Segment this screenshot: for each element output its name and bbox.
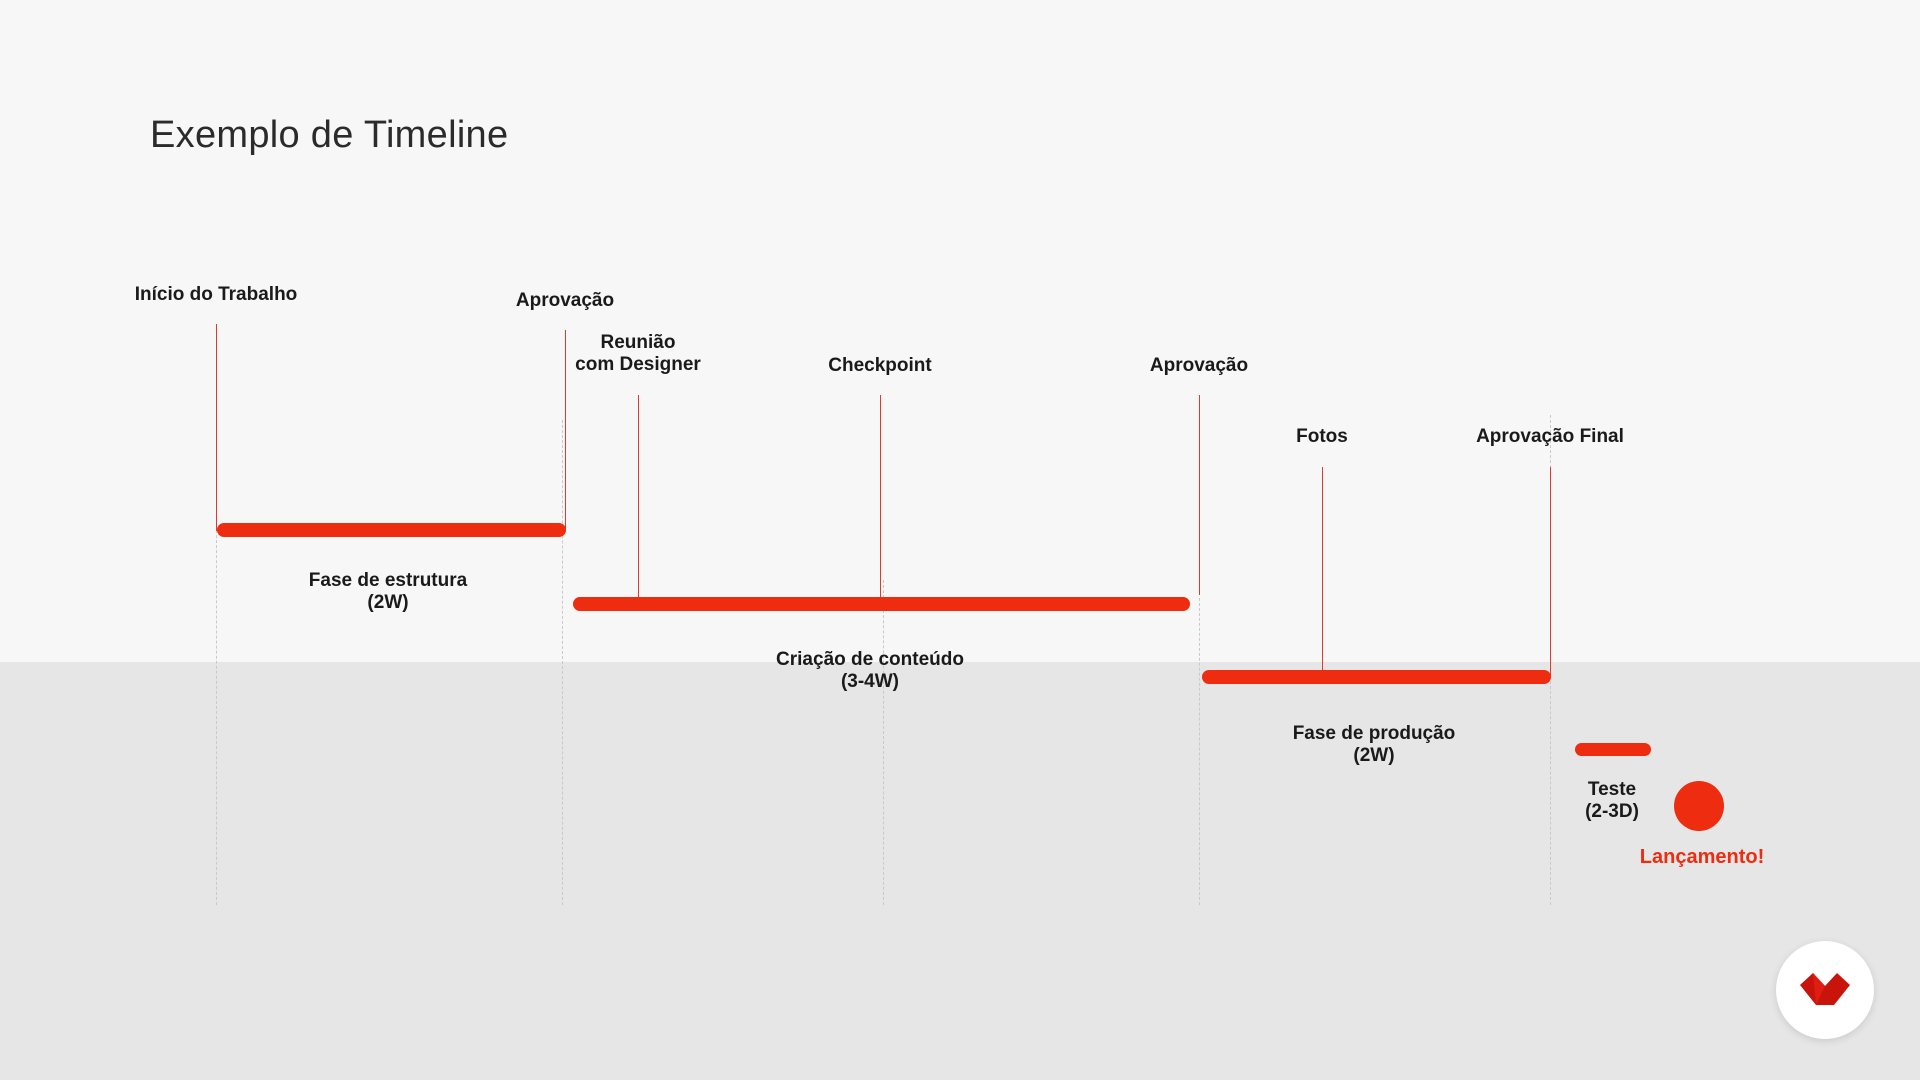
- milestone-label-fotos: Fotos: [1296, 426, 1348, 447]
- phase-label-teste: Teste (2-3D): [1585, 779, 1639, 822]
- milestone-marker-aprovacao-final: [1550, 467, 1551, 676]
- milestone-marker-reuniao: [638, 395, 639, 602]
- phase-label-estrutura: Fase de estrutura (2W): [308, 570, 468, 613]
- milestone-marker-fotos: [1322, 467, 1323, 676]
- phase-bar-estrutura: [217, 523, 566, 537]
- milestone-marker-inicio: [216, 324, 217, 531]
- milestone-label-inicio: Início do Trabalho: [134, 284, 298, 305]
- phase-bar-producao: [1202, 670, 1551, 684]
- guide-line: [216, 520, 217, 905]
- phase-bar-teste: [1575, 743, 1651, 756]
- brand-logo-icon: [1800, 973, 1850, 1005]
- phase-label-producao: Fase de produção (2W): [1292, 723, 1456, 766]
- page-title: Exemplo de Timeline: [150, 114, 509, 156]
- brand-logo-badge[interactable]: [1776, 941, 1874, 1039]
- milestone-label-checkpoint: Checkpoint: [828, 355, 932, 376]
- top-panel: [0, 0, 1920, 662]
- launch-label: Lançamento!: [1639, 846, 1765, 868]
- guide-line: [562, 420, 563, 905]
- launch-dot: [1674, 781, 1724, 831]
- phase-bar-conteudo: [573, 597, 1190, 611]
- milestone-label-aprovacao-1: Aprovação: [515, 290, 615, 311]
- phase-label-conteudo: Criação de conteúdo (3-4W): [776, 649, 964, 692]
- milestone-marker-checkpoint: [880, 395, 881, 602]
- milestone-label-reuniao: Reunião com Designer: [575, 332, 701, 375]
- milestone-marker-aprovacao-1: [565, 330, 566, 531]
- milestone-label-aprovacao-2: Aprovação: [1149, 355, 1249, 376]
- guide-line: [1199, 598, 1200, 905]
- guide-line: [883, 580, 884, 905]
- milestone-label-aprovacao-final: Aprovação Final: [1476, 426, 1624, 447]
- milestone-marker-aprovacao-2: [1199, 395, 1200, 595]
